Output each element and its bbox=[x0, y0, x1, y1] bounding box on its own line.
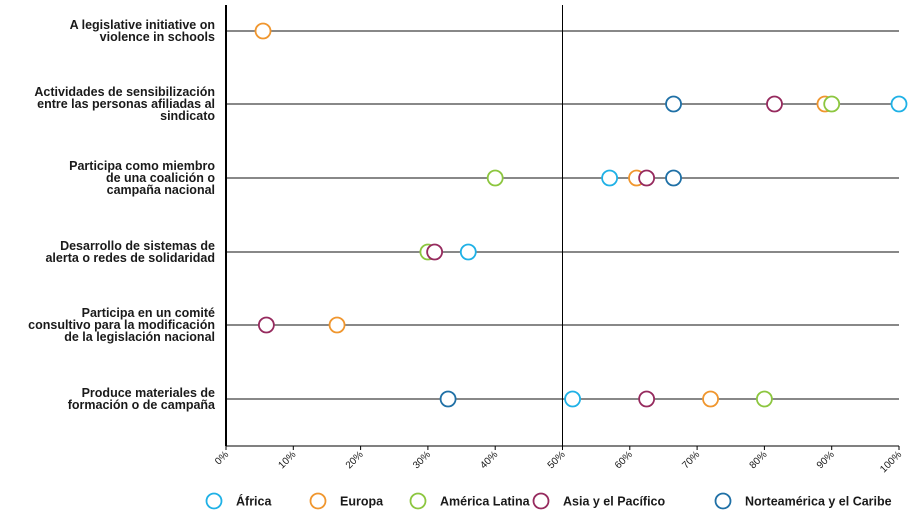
data-point bbox=[890, 95, 908, 113]
data-points bbox=[254, 22, 908, 408]
legend-label: Asia y el Pacífico bbox=[563, 495, 666, 509]
category-label: alerta o redes de solidaridad bbox=[45, 251, 215, 265]
category-label: formación o de campaña bbox=[68, 398, 216, 412]
legend-item: Europa bbox=[309, 492, 384, 510]
category-label: de una coalición o bbox=[106, 171, 215, 185]
data-point bbox=[702, 390, 719, 408]
data-point bbox=[665, 95, 682, 113]
legend-marker bbox=[532, 492, 550, 510]
x-tick-label: 80% bbox=[748, 449, 770, 471]
legend-item: África bbox=[205, 492, 272, 510]
data-point bbox=[823, 95, 841, 113]
x-tick-label: 60% bbox=[613, 449, 635, 471]
category-label: Produce materiales de bbox=[82, 386, 215, 400]
legend-marker bbox=[309, 492, 327, 510]
legend-item: Asia y el Pacífico bbox=[532, 492, 666, 510]
category-label: Participa como miembro bbox=[69, 159, 215, 173]
data-point bbox=[601, 169, 619, 187]
x-tick-label: 90% bbox=[815, 449, 837, 471]
data-point bbox=[638, 390, 656, 408]
x-tick-labels: 0% 10% 20% 30% 40% 50% 60% 70% 80% 90% 100% bbox=[213, 449, 904, 475]
legend-marker bbox=[409, 492, 427, 510]
legend-item: América Latina bbox=[409, 492, 531, 510]
data-point bbox=[564, 390, 581, 408]
x-tick-label: 30% bbox=[411, 449, 433, 471]
category-label: sindicato bbox=[160, 109, 215, 123]
data-point bbox=[756, 390, 773, 408]
data-point bbox=[665, 169, 682, 187]
data-point bbox=[486, 169, 504, 187]
category-label: entre las personas afiliadas al bbox=[37, 97, 215, 111]
data-point bbox=[459, 243, 477, 261]
category-label: de la legislación nacional bbox=[64, 330, 215, 344]
category-label: Desarrollo de sistemas de bbox=[60, 239, 215, 253]
data-point bbox=[638, 169, 656, 187]
category-label: A legislative initiative on bbox=[70, 18, 215, 32]
x-tick-label: 70% bbox=[680, 449, 702, 471]
x-tick-label: 100% bbox=[878, 449, 904, 475]
legend-label: Norteamérica y el Caribe bbox=[745, 495, 892, 509]
legend-marker bbox=[205, 492, 223, 510]
category-label: consultivo para la modificación bbox=[28, 318, 215, 332]
x-tick-label: 40% bbox=[478, 449, 500, 471]
legend-label: Europa bbox=[340, 495, 384, 509]
x-tick-label: 50% bbox=[546, 449, 568, 471]
x-tick-label: 0% bbox=[213, 449, 231, 467]
category-label: Participa en un comité bbox=[82, 306, 215, 320]
category-label: campaña nacional bbox=[107, 183, 215, 197]
data-point bbox=[328, 316, 346, 334]
x-tick-label: 10% bbox=[276, 449, 298, 471]
data-point bbox=[426, 243, 444, 261]
legend-label: América Latina bbox=[440, 495, 531, 509]
legend: África Europa América Latina Asia y el Pací… bbox=[205, 492, 892, 510]
data-point bbox=[766, 95, 783, 113]
legend-label: África bbox=[236, 494, 272, 509]
axes bbox=[225, 5, 900, 450]
data-point bbox=[257, 316, 275, 334]
legend-item: Norteamérica y el Caribe bbox=[714, 492, 892, 510]
x-tick-label: 20% bbox=[344, 449, 366, 471]
category-label: Actividades de sensibilización bbox=[34, 85, 215, 99]
category-label: violence in schools bbox=[100, 30, 215, 44]
legend-marker bbox=[714, 492, 732, 510]
data-point bbox=[254, 22, 272, 40]
data-point bbox=[439, 390, 457, 408]
